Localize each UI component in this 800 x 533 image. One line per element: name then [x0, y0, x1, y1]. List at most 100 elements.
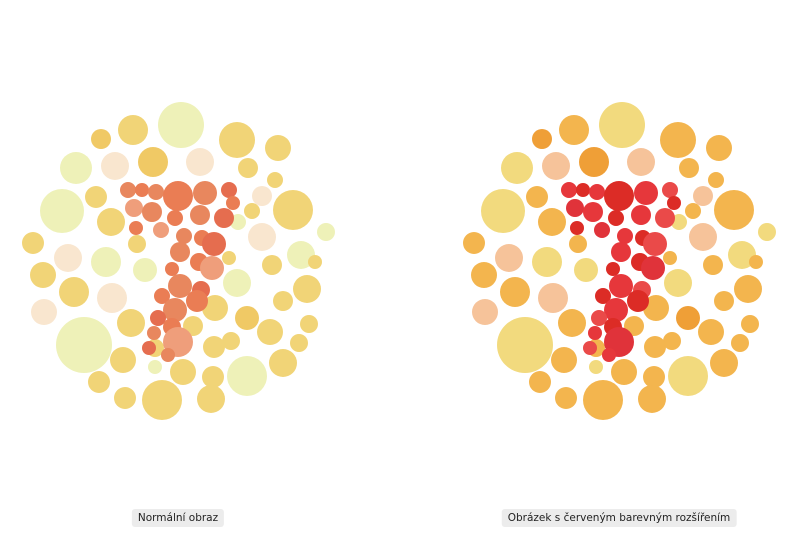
figure-dot — [617, 228, 633, 244]
background-dot — [714, 291, 734, 311]
background-dot — [741, 315, 759, 333]
background-dot — [142, 380, 182, 420]
background-dot — [248, 223, 276, 251]
figure-dot — [611, 242, 631, 262]
background-dot — [197, 385, 225, 413]
background-dot — [22, 232, 44, 254]
figure-dot — [129, 221, 143, 235]
caption-red-enhanced-image: Obrázek s červeným barevným rozšířením — [501, 509, 737, 527]
background-dot — [663, 251, 677, 265]
background-dot — [60, 152, 92, 184]
background-dot — [244, 203, 260, 219]
background-dot — [59, 277, 89, 307]
figure-dot — [202, 232, 226, 256]
background-dot — [219, 122, 255, 158]
figure-dot — [120, 182, 136, 198]
background-dot — [679, 158, 699, 178]
figure-dot — [167, 210, 183, 226]
background-dot — [238, 158, 258, 178]
figure-dot — [566, 199, 584, 217]
background-dot — [252, 186, 272, 206]
background-dot — [663, 332, 681, 350]
figure-dot — [221, 182, 237, 198]
background-dot — [599, 102, 645, 148]
background-dot — [497, 317, 553, 373]
background-dot — [734, 275, 762, 303]
background-dot — [202, 366, 224, 388]
background-dot — [472, 299, 498, 325]
red-enhanced-color-plate — [463, 102, 776, 420]
background-dot — [714, 190, 754, 230]
figure-dot — [154, 288, 170, 304]
background-dot — [170, 359, 196, 385]
background-dot — [293, 275, 321, 303]
figure-dot — [561, 182, 577, 198]
background-dot — [91, 247, 121, 277]
background-dot — [138, 147, 168, 177]
figure-dot — [176, 228, 192, 244]
background-dot — [257, 319, 283, 345]
figure-dot — [602, 348, 616, 362]
background-dot — [317, 223, 335, 241]
figure-dot — [125, 199, 143, 217]
figure-dot — [667, 196, 681, 210]
figure-dot — [641, 256, 665, 280]
background-dot — [223, 269, 251, 297]
caption-normal-image: Normální obraz — [131, 509, 225, 527]
background-dot — [555, 387, 577, 409]
background-dot — [583, 380, 623, 420]
background-dot — [731, 334, 749, 352]
background-dot — [627, 148, 655, 176]
background-dot — [128, 235, 146, 253]
figure-dot — [142, 202, 162, 222]
background-dot — [538, 208, 566, 236]
background-dot — [222, 251, 236, 265]
background-dot — [85, 186, 107, 208]
figure-dot — [655, 208, 675, 228]
background-dot — [611, 359, 637, 385]
background-dot — [148, 360, 162, 374]
background-dot — [532, 247, 562, 277]
background-dot — [30, 262, 56, 288]
figure-dot — [200, 256, 224, 280]
background-dot — [685, 203, 701, 219]
background-dot — [101, 152, 129, 180]
background-dot — [708, 172, 724, 188]
background-dot — [706, 135, 732, 161]
figure-dot — [643, 232, 667, 256]
background-dot — [710, 349, 738, 377]
figure-dot — [604, 181, 634, 211]
figure-dot — [608, 210, 624, 226]
figure-dot — [168, 274, 192, 298]
background-dot — [40, 189, 84, 233]
figure-dot — [214, 208, 234, 228]
figure-dot — [153, 222, 169, 238]
background-dot — [88, 371, 110, 393]
background-dot — [569, 235, 587, 253]
background-dot — [749, 255, 763, 269]
background-dot — [551, 347, 577, 373]
figure-dot — [161, 348, 175, 362]
background-dot — [463, 232, 485, 254]
background-dot — [300, 315, 318, 333]
figure-dot — [583, 341, 597, 355]
figure-dot — [193, 181, 217, 205]
background-dot — [269, 349, 297, 377]
figure-dot — [589, 184, 605, 200]
background-dot — [538, 283, 568, 313]
figure-dot — [147, 326, 161, 340]
background-dot — [644, 336, 666, 358]
background-dot — [529, 371, 551, 393]
background-dot — [500, 277, 530, 307]
background-dot — [273, 291, 293, 311]
background-dot — [202, 295, 228, 321]
figure-dot — [163, 181, 193, 211]
figure-dot — [190, 205, 210, 225]
figure-dot — [594, 222, 610, 238]
background-dot — [265, 135, 291, 161]
background-dot — [133, 258, 157, 282]
background-dot — [290, 334, 308, 352]
background-dot — [114, 387, 136, 409]
background-dot — [698, 319, 724, 345]
background-dot — [703, 255, 723, 275]
